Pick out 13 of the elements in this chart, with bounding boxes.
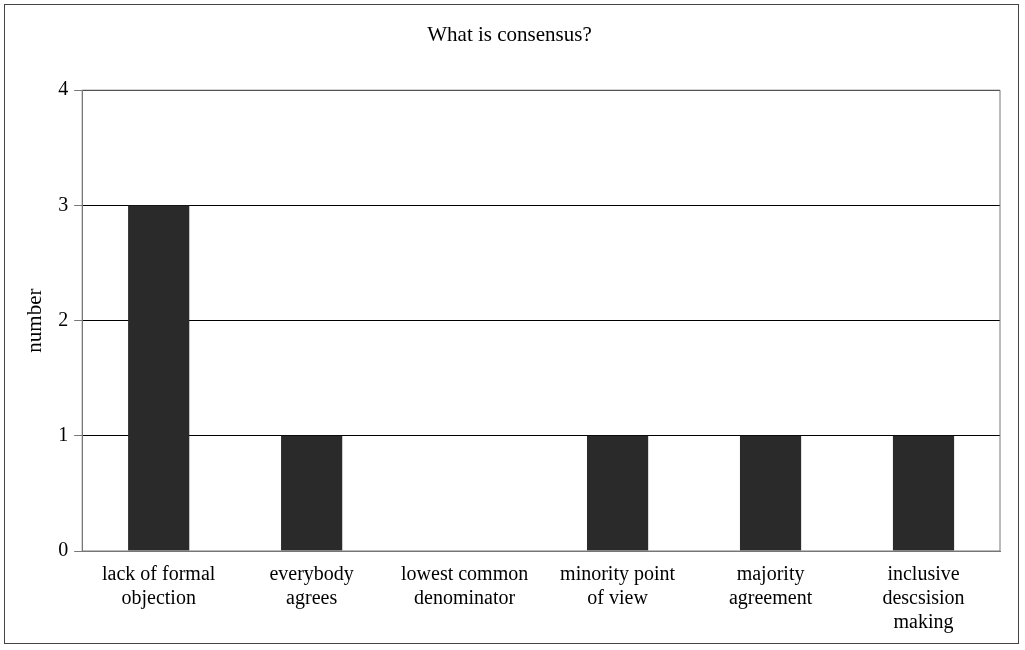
x-tick-label: lowest common denominator [401,562,529,609]
x-tick-label: inclusive descsision making [882,562,965,634]
y-tick-label: 0 [58,538,69,561]
x-tick-label: minority point of view [560,562,676,609]
chart-title: What is consensus? [427,22,592,47]
x-tick-label: everybody agrees [269,562,354,610]
y-axis-title: number [22,288,47,353]
y-tick-label: 2 [58,307,69,330]
x-tick-label: majority agreement [728,562,813,610]
y-tick-label: 4 [58,77,69,100]
y-tick-label: 1 [58,423,69,446]
y-tick-label: 3 [58,192,69,215]
x-tick-label: lack of formal objection [102,562,216,610]
